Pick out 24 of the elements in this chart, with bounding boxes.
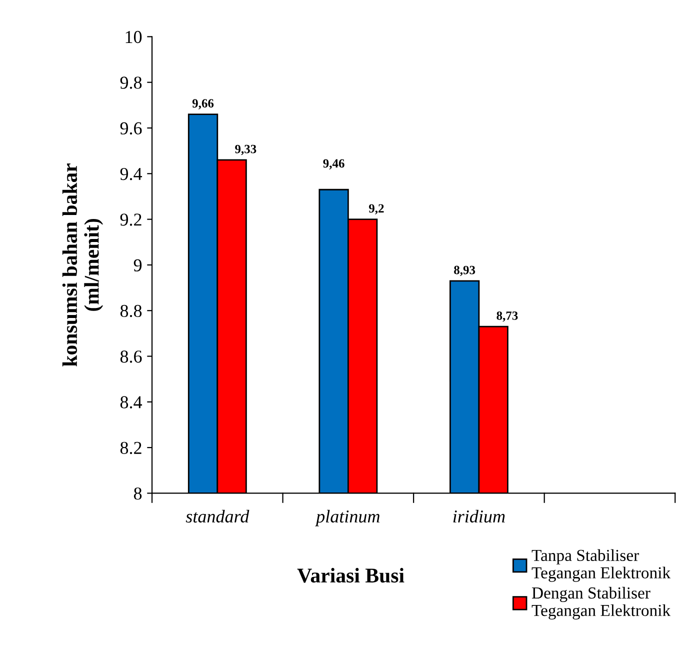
data-label: 8,93 [454,266,476,276]
y-tick-label: 8.8 [120,304,142,318]
y-tick-label: 10 [126,30,142,44]
y-tick-label: 9 [134,259,142,272]
x-tick-label: standard [186,510,250,523]
annotation: 9,33 [235,144,256,156]
legend-label: Tanpa Stabiliser Tegangan Elektronik [532,549,671,582]
annotation: 9,46 [323,159,344,170]
data-label: 8,73 [496,311,518,322]
x-axis-title: Variasi Busi [297,568,404,583]
y-tick-label: 9.6 [120,122,142,135]
y-tick-label: 9.4 [120,168,142,180]
data-label: 9,2 [368,204,384,214]
y-tick-label: 9.8 [120,76,142,89]
y-tick-label: 8.6 [120,350,142,363]
data-label: 9,66 [192,99,214,110]
y-tick-label: 8.2 [120,442,142,454]
x-tick-label: iridium [453,510,505,523]
y-tick-label: 9.2 [120,214,142,226]
legend-label: Dengan Stabiliser Tegangan Elektronik [532,586,671,620]
y-axis-title: konsumsi bahan bakar (ml/menit) [62,163,104,366]
x-tick-label: platinum [315,510,380,526]
y-tick-label: 8.4 [120,396,142,408]
y-tick-label: 8 [134,487,142,500]
